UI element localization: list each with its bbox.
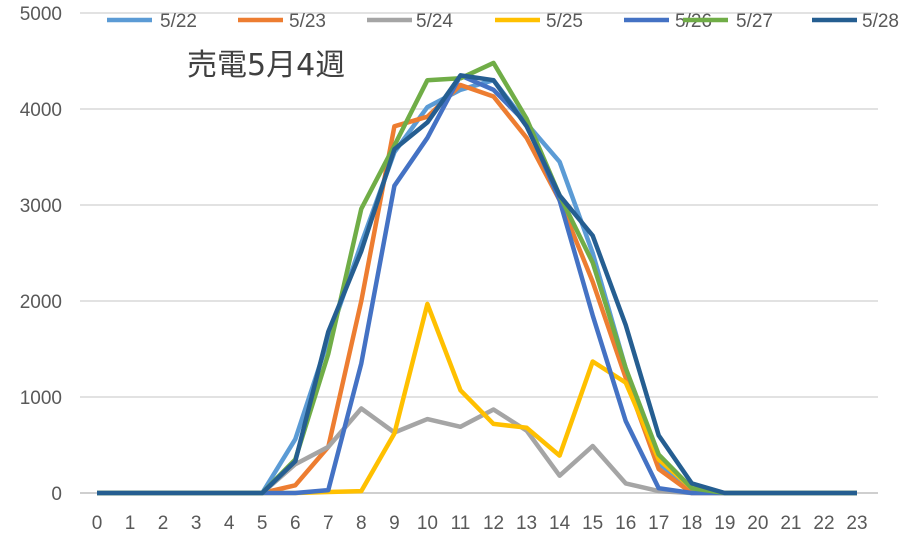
x-tick-label: 17 bbox=[648, 513, 669, 534]
series-line-5-24 bbox=[97, 406, 857, 496]
x-tick-label: 8 bbox=[356, 513, 367, 534]
legend-label: 5/23 bbox=[289, 11, 326, 32]
y-tick-label: 1000 bbox=[20, 388, 62, 409]
y-tick-label: 4000 bbox=[20, 100, 62, 121]
legend-item: 5/28 bbox=[812, 11, 899, 32]
x-tick-label: 15 bbox=[582, 513, 603, 534]
y-tick-label: 2000 bbox=[20, 292, 62, 313]
series-line-5-26 bbox=[97, 73, 857, 496]
x-tick-label: 1 bbox=[125, 513, 136, 534]
x-tick-label: 4 bbox=[224, 513, 235, 534]
x-tick-label: 22 bbox=[813, 513, 834, 534]
legend-item: 5/25 bbox=[495, 11, 583, 32]
y-tick-label: 5000 bbox=[20, 4, 62, 25]
x-tick-label: 13 bbox=[516, 513, 537, 534]
x-tick-label: 10 bbox=[417, 513, 438, 534]
x-tick-label: 19 bbox=[714, 513, 735, 534]
series-line-5-23 bbox=[97, 82, 857, 496]
x-tick-label: 2 bbox=[158, 513, 169, 534]
x-tick-label: 21 bbox=[780, 513, 801, 534]
x-tick-label: 18 bbox=[681, 513, 702, 534]
x-tick-label: 20 bbox=[747, 513, 768, 534]
x-tick-label: 5 bbox=[257, 513, 268, 534]
series-line-5-22 bbox=[97, 77, 857, 496]
series-line-5-25 bbox=[97, 301, 857, 496]
x-tick-label: 0 bbox=[92, 513, 103, 534]
y-tick-label: 3000 bbox=[20, 196, 62, 217]
legend-item: 5/24 bbox=[367, 11, 453, 32]
x-tick-label: 11 bbox=[451, 513, 471, 534]
y-tick-label: 0 bbox=[51, 484, 62, 505]
x-tick-label: 14 bbox=[549, 513, 571, 534]
chart-title: 売電5月4週 bbox=[187, 48, 345, 83]
x-tick-label: 12 bbox=[483, 513, 504, 534]
legend-item: 5/27 bbox=[683, 11, 773, 32]
x-axis-ticks: 0 1 2 3 4 5 6 7 8 9 10 11 12 13 14 15 16 17 18 19 20 21 22 23 bbox=[92, 513, 868, 534]
x-tick-label: 16 bbox=[615, 513, 636, 534]
legend-label: 5/24 bbox=[416, 11, 453, 32]
series-line-5-28 bbox=[97, 73, 857, 496]
series-lines bbox=[97, 60, 857, 496]
y-axis-ticks: 0 1000 2000 3000 4000 5000 bbox=[20, 4, 62, 505]
x-tick-label: 3 bbox=[191, 513, 202, 534]
x-tick-label: 6 bbox=[290, 513, 301, 534]
x-tick-label: 23 bbox=[846, 513, 867, 534]
legend-label: 5/22 bbox=[160, 11, 197, 32]
legend: 5/225/235/245/255/265/275/28 bbox=[107, 11, 899, 32]
legend-item: 5/22 bbox=[107, 11, 197, 32]
x-tick-label: 7 bbox=[323, 513, 334, 534]
x-tick-label: 9 bbox=[389, 513, 400, 534]
legend-item: 5/23 bbox=[238, 11, 326, 32]
series-line-5-27 bbox=[97, 60, 857, 496]
legend-label: 5/27 bbox=[736, 11, 773, 32]
legend-label: 5/25 bbox=[546, 11, 583, 32]
legend-label: 5/28 bbox=[862, 11, 899, 32]
